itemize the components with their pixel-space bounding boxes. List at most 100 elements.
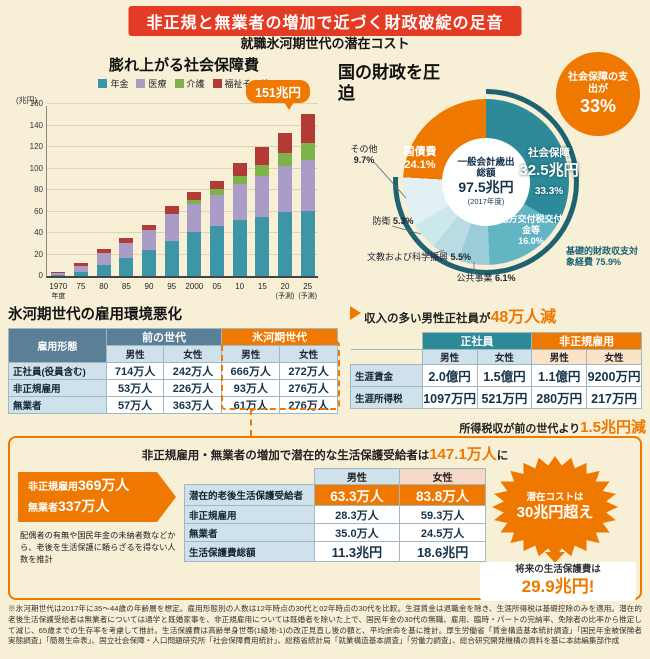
gridline: [47, 232, 318, 233]
x-tick-label: 2000: [185, 282, 204, 291]
cell: 59.3万人: [399, 505, 486, 524]
bar-segment: [300, 211, 315, 276]
bar-segment: [142, 225, 156, 231]
bar: [210, 180, 224, 276]
bar-segment: [232, 219, 247, 276]
empty-cell: [350, 332, 423, 350]
bar-segment: [300, 113, 315, 144]
legend-swatch-icon: [98, 79, 108, 88]
bar-segment: [142, 230, 156, 251]
income-note: 所得税収が前の世代より1.5兆円減: [459, 419, 646, 436]
y-tick-label: 0: [38, 271, 43, 280]
group-nonregular: 非正規雇用: [531, 332, 642, 350]
bar-segment: [278, 212, 292, 276]
y-tick-label: 40: [34, 228, 43, 237]
bar-segment: [278, 166, 292, 213]
bar-segment: [255, 175, 270, 217]
cell-highlight: 63.3万人: [313, 484, 401, 506]
slice-label-social-security: 社会保障 32.5兆円 33.3%: [519, 147, 579, 198]
female-head: 女性: [399, 468, 486, 485]
gridline: [47, 146, 318, 147]
national-budget-pie: 国の財政を圧迫 社会保障の支出が 33% 一般会計歳出総額 97.5兆円 (20…: [330, 50, 648, 304]
y-tick-label: 20: [34, 249, 43, 259]
bar-segment: [255, 147, 270, 166]
bar-segment: [74, 271, 88, 276]
center-value: 97.5兆円: [458, 179, 514, 196]
bar-segment: [187, 203, 202, 233]
bar-segment: [119, 242, 134, 258]
y-tick-label: 100: [29, 163, 43, 173]
bar-segment: [255, 216, 270, 276]
bar-segment: [187, 232, 202, 276]
row-label: 生涯賃金: [350, 364, 423, 387]
bar-segment: [278, 153, 292, 167]
bar-segment: [232, 183, 247, 220]
bar: [164, 206, 179, 276]
header-row: 雇用形態 前の世代 氷河期世代: [8, 328, 338, 363]
cell-highlight: 83.8万人: [399, 484, 486, 506]
bar-segment: [51, 272, 66, 276]
bar: [278, 133, 292, 276]
nonregular-jobless-callout: 非正規雇用369万人 無業者337万人: [18, 472, 176, 522]
cell: 521万円: [476, 386, 533, 409]
row-label: 無業者: [184, 523, 315, 542]
slice-label-debt-service: 国債費 24.1%: [403, 146, 437, 172]
cost-badge: 151兆円: [246, 80, 310, 110]
cell: 217万円: [586, 386, 642, 409]
y-tick-label: 60: [34, 206, 43, 216]
bar-plot-area: 0 20 40 60 80 100 120 140 160 1970 年度 75 80 85 90 95 200…: [30, 99, 318, 300]
x-tick-label: 20 (予測): [275, 282, 295, 301]
bar-segment: [164, 206, 179, 215]
subhead: 男性: [105, 345, 165, 363]
male-head: 男性: [313, 468, 401, 485]
row-label: 正社員(役員含む): [8, 362, 107, 380]
bar: [142, 225, 156, 276]
cell: 11.3兆円: [313, 541, 401, 562]
subhead: 男性: [531, 349, 588, 365]
legend-label: 年金: [110, 79, 129, 89]
x-tick-label: 05: [212, 282, 222, 291]
header-row: 男性 女性: [184, 468, 486, 485]
footnote: ※氷河期世代は2017年に35～44歳の年齢層を想定。雇用形態別の人数は12年時…: [8, 604, 642, 646]
table-row: 生活保護費総額 11.3兆円 18.6兆円: [184, 541, 486, 562]
primary-balance-label: 基礎的財政収支対象経費 75.9%: [566, 246, 639, 267]
x-tick-label: 95: [167, 282, 177, 291]
x-tick-label: 80: [99, 282, 109, 291]
hidden-cost-starburst: 潜在コストは 30兆円超え: [492, 456, 618, 558]
arrow-right-icon: [350, 306, 361, 320]
bar-segment: [210, 195, 224, 227]
future-welfare-cost: 将来の生活保護費は 29.9兆円!: [480, 562, 636, 601]
cell: 53万人: [105, 379, 165, 397]
group-prev-gen: 前の世代: [105, 328, 223, 346]
gridline: [47, 189, 318, 190]
bar-segment: [142, 250, 156, 276]
empty-cell: [184, 468, 315, 485]
bar-chart-title: 膨れ上がる社会保障費: [108, 57, 259, 74]
bar: [187, 191, 202, 276]
cell: 714万人: [105, 362, 165, 380]
bar-segment: [300, 143, 315, 160]
cell: 666万人: [221, 362, 281, 380]
slice-label-defense: 防衛 5.3%: [372, 216, 414, 226]
income-title: 収入の多い男性正社員が48万人減: [350, 303, 646, 327]
cell: 24.5万人: [399, 523, 486, 542]
row-label: 潜在的老後生活保護受給者: [184, 484, 315, 506]
callout-value: 33%: [579, 95, 617, 116]
pie-title: 国の財政を圧迫: [338, 63, 440, 104]
x-tick-label: 90: [144, 282, 154, 291]
cell: 276万人: [279, 379, 338, 397]
bar-segment: [210, 189, 224, 196]
bar-segment: [300, 159, 315, 212]
gridline: [47, 124, 318, 126]
page-subtitle: 就職氷河期世代の潜在コスト: [240, 36, 410, 51]
legend-swatch-icon: [174, 79, 184, 88]
bar: [255, 147, 270, 276]
bar-segment: [210, 226, 224, 276]
bar: [300, 113, 315, 276]
bar-segment: [119, 257, 134, 276]
table-row: 非正規雇用 53万人 226万人 93万人 276万人: [8, 379, 338, 397]
dashed-connector: [250, 409, 252, 436]
bar: [96, 249, 111, 276]
subhead: 男性: [421, 349, 478, 365]
bar-segment: [255, 165, 270, 176]
